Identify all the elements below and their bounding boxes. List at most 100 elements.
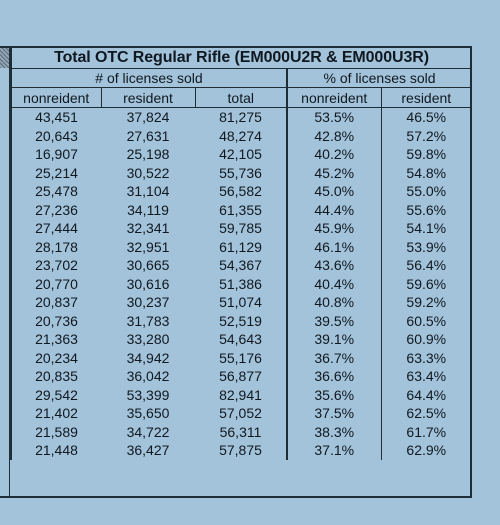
cell-resident-count: 25,198 [126,146,170,163]
cell-resident-pct: 60.5% [380,311,472,330]
cell-nonresident-pct: 45.0% [286,182,381,201]
cell-nonresident-pct: 39.1% [286,330,381,349]
cell-resident-count: 37,824 [126,109,170,126]
cell-nonresident-pct: 45.9% [286,219,381,238]
cell-nonresident-pct: 40.8% [286,293,381,312]
cell-nonresident-count: 27,236 [10,200,101,219]
cell-resident-pct: 59.8% [380,145,472,164]
cell-resident-count: 30,237 [126,294,170,311]
table-row: 21,363 33,280 54,643 39.1% 60.9% [10,330,472,349]
table-row: 29,542 53,399 82,941 35.6% 64.4% [10,385,472,404]
table-row: 27,236 34,119 61,355 44.4% 55.6% [10,200,472,219]
cell-resident-count: 34,119 [127,201,169,218]
cell-resident-count: 30,522 [126,164,170,181]
cell-nonresident-pct: 53.5% [286,107,381,127]
cell-resident-count: 35,650 [126,405,170,422]
cell-resident-pct: 60.9% [380,330,472,349]
cell-resident-count: 32,951 [126,238,170,255]
col-header-resident-pct: resident [380,87,472,108]
cell-resident-pct: 53.9% [380,237,472,256]
table-row: 20,234 34,942 55,176 36.7% 63.3% [10,348,472,367]
table-row: 20,837 30,237 51,074 40.8% 59.2% [10,293,472,312]
table-row: 20,643 27,631 48,274 42.8% 57.2% [10,126,472,145]
table-title: Total OTC Regular Rifle (EM000U2R & EM00… [9,48,472,69]
left-edge-header-cell [0,48,9,68]
cell-nonresident-count: 20,234 [10,348,101,367]
table-row: 20,770 30,616 51,386 40.4% 59.6% [10,274,472,293]
cell-nonresident-count: 25,214 [10,163,101,182]
cell-nonresident-count: 21,363 [10,330,101,349]
cell-nonresident-count: 21,402 [10,404,101,423]
cell-total: 81,275 [219,109,262,126]
cell-resident-pct: 63.4% [380,367,472,386]
cell-resident-pct: 46.5% [380,107,472,127]
cell-resident-count: 34,942 [126,349,170,366]
cell-total: 56,582 [219,183,262,200]
count-group-header: # of licenses sold [10,68,287,88]
cell-total: 57,052 [219,405,262,422]
table-row: 28,178 32,951 61,129 46.1% 53.9% [10,237,472,256]
cell-nonresident-pct: 40.2% [286,145,381,164]
cell-total: 55,736 [219,164,262,181]
cell-nonresident-pct: 37.5% [286,404,381,423]
table-row: 43,451 37,824 81,275 53.5% 46.5% [10,107,472,127]
col-header-nonresident-count: nonreident [10,87,101,108]
cell-resident-pct: 62.5% [380,404,472,423]
cell-nonresident-pct: 42.8% [286,126,381,145]
cell-resident-count: 53,399 [126,386,170,403]
cell-nonresident-count: 23,702 [10,256,101,275]
cell-resident-pct: 59.6% [380,274,472,293]
cell-resident-count: 31,783 [126,312,170,329]
cell-resident-pct: 55.0% [380,182,472,201]
cell-nonresident-pct: 35.6% [286,385,381,404]
cell-nonresident-count: 28,178 [10,237,101,256]
cell-resident-count: 36,042 [126,368,170,385]
cell-nonresident-count: 29,542 [10,385,101,404]
cell-nonresident-pct: 39.5% [286,311,381,330]
cell-nonresident-pct: 43.6% [286,256,381,275]
cell-total: 57,875 [219,442,262,459]
col-header-total: total [194,87,287,108]
cell-total: 51,074 [219,294,262,311]
cell-resident-count: 27,631 [126,127,170,144]
cell-resident-count: 32,341 [126,220,170,237]
cell-total: 56,877 [219,368,262,385]
table-row: 21,402 35,650 57,052 37.5% 62.5% [10,404,472,423]
cell-total: 56,311 [219,423,262,440]
cell-nonresident-count: 20,736 [10,311,101,330]
cell-total: 61,355 [219,201,262,218]
cell-nonresident-count: 20,837 [10,293,101,312]
cell-resident-count: 31,104 [126,183,170,200]
cell-resident-count: 34,722 [126,423,170,440]
table-row: 16,907 25,198 42,105 40.2% 59.8% [10,145,472,164]
cell-nonresident-pct: 44.4% [286,200,381,219]
cell-resident-pct: 59.2% [380,293,472,312]
cell-total: 54,643 [219,331,262,348]
cell-total: 42,105 [219,146,262,163]
cell-total: 51,386 [219,275,262,292]
table-row: 20,835 36,042 56,877 36.6% 63.4% [10,367,472,386]
table-body: 43,451 37,824 81,275 53.5% 46.5% 20,643 27,631… [10,107,472,460]
table-row: 21,589 34,722 56,311 38.3% 61.7% [10,422,472,441]
cell-resident-pct: 55.6% [380,200,472,219]
cell-nonresident-count: 20,835 [10,367,101,386]
table-row: 20,736 31,783 52,519 39.5% 60.5% [10,311,472,330]
cell-resident-count: 30,665 [126,257,170,274]
cell-resident-pct: 54.8% [380,163,472,182]
cell-resident-pct: 56.4% [380,256,472,275]
cell-nonresident-count: 27,444 [10,219,101,238]
table-row: 21,448 36,427 57,875 37.1% 62.9% [10,441,472,460]
cell-total: 59,785 [219,220,262,237]
cell-resident-pct: 54.1% [380,219,472,238]
cell-resident-count: 36,427 [126,442,170,459]
cell-nonresident-pct: 36.6% [286,367,381,386]
cell-nonresident-count: 21,589 [10,422,101,441]
col-header-resident-count: resident [100,87,195,108]
license-sales-table: Total OTC Regular Rifle (EM000U2R & EM00… [9,48,472,460]
cell-nonresident-pct: 46.1% [286,237,381,256]
cell-resident-pct: 63.3% [380,348,472,367]
cell-nonresident-count: 20,770 [10,274,101,293]
percent-group-header: % of licenses sold [285,68,472,88]
cell-nonresident-pct: 40.4% [286,274,381,293]
cell-nonresident-count: 25,478 [10,182,101,201]
